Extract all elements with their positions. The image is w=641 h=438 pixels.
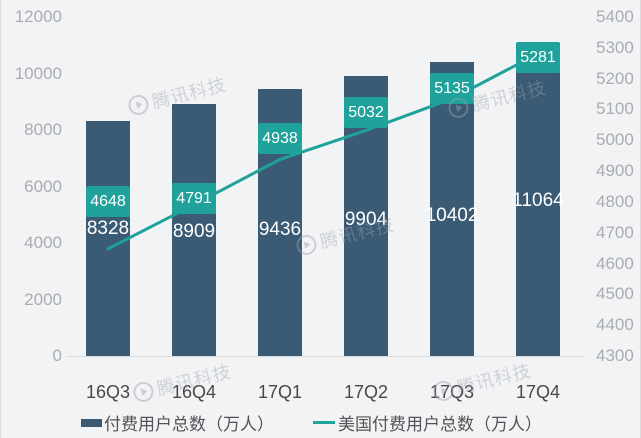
right-axis-tick-4500: 4500: [596, 284, 634, 304]
right-axis-tick-5300: 5300: [596, 37, 634, 57]
right-axis-tick-4800: 4800: [596, 191, 634, 211]
left-axis-tick-10000: 10000: [14, 63, 62, 83]
bar-16Q3: [86, 120, 130, 356]
left-axis-tick-6000: 6000: [24, 176, 62, 196]
line-point-label-16Q3: 4648: [86, 186, 130, 217]
page-border-left: [0, 0, 1, 438]
watermark-play-icon: [455, 103, 464, 113]
line-point-label-17Q3: 5135: [430, 73, 474, 104]
right-axis-tick-4900: 4900: [596, 161, 634, 181]
bar-value-label-17Q3: 10402: [425, 205, 479, 227]
bar-value-label-16Q3: 8328: [86, 218, 130, 240]
left-axis-tick-0: 0: [52, 346, 62, 365]
bar-value-label-17Q4: 11064: [512, 189, 564, 211]
right-axis-tick-5400: 5400: [596, 7, 634, 26]
right-axis-tick-5100: 5100: [596, 99, 634, 119]
watermark-play-icon: [440, 386, 449, 396]
right-axis-tick-5200: 5200: [596, 68, 634, 88]
line-point-label-17Q1: 4938: [258, 123, 302, 154]
x-axis-label-16Q4: 16Q4: [171, 382, 217, 402]
legend-swatch-bar-icon: [81, 418, 102, 427]
watermark-logo-icon: [126, 92, 151, 118]
left-axis-tick-8000: 8000: [24, 120, 62, 139]
x-axis-label-17Q3: 17Q3: [429, 382, 475, 402]
legend-item-us-paid-users: 美国付费用户总数（万人）: [313, 410, 542, 435]
line-point-label-17Q4: 5281: [516, 42, 560, 73]
left-axis-tick-4000: 4000: [24, 233, 62, 252]
bar-17Q4: [516, 43, 560, 356]
right-axis-tick-4700: 4700: [596, 222, 634, 242]
bar-17Q3: [430, 62, 474, 356]
legend: 付费用户总数（万人） 美国付费用户总数（万人）: [81, 410, 542, 435]
bar-value-label-17Q1: 9436: [258, 218, 302, 240]
watermark-logo-icon: [294, 232, 319, 258]
watermark-play-icon: [140, 387, 149, 397]
right-axis-tick-5000: 5000: [596, 130, 634, 150]
right-axis-tick-4300: 4300: [596, 346, 634, 365]
x-axis-label-16Q3: 16Q3: [85, 382, 131, 402]
legend-label-paid-users: 付费用户总数（万人）: [104, 415, 274, 434]
line-point-label-16Q4: 4791: [172, 183, 216, 214]
left-axis-tick-2000: 2000: [24, 289, 62, 309]
x-axis-label-17Q4: 17Q4: [515, 382, 561, 402]
bar-value-label-16Q4: 8909: [172, 221, 216, 243]
line-point-label-17Q2: 5032: [344, 97, 388, 128]
bar-value-label-17Q2: 9904: [344, 209, 388, 231]
bar-16Q4: [172, 104, 216, 356]
right-axis-tick-4600: 4600: [596, 253, 634, 273]
x-axis-label-17Q1: 17Q1: [257, 382, 303, 402]
watermark-play-icon: [303, 240, 312, 250]
x-axis-line: [67, 356, 583, 357]
right-axis-tick-4400: 4400: [596, 315, 634, 335]
left-axis-tick-12000: 12000: [14, 7, 62, 26]
watermark-logo-icon: [131, 379, 156, 405]
legend-label-us-paid-users: 美国付费用户总数（万人）: [338, 415, 542, 434]
watermark-logo-icon: [431, 378, 456, 404]
legend-swatch-line-icon: [313, 421, 335, 424]
x-axis-label-17Q2: 17Q2: [343, 382, 389, 402]
legend-item-paid-users: 付费用户总数（万人）: [81, 410, 274, 435]
watermark-play-icon: [135, 100, 144, 110]
watermark-logo-icon: [446, 95, 471, 121]
